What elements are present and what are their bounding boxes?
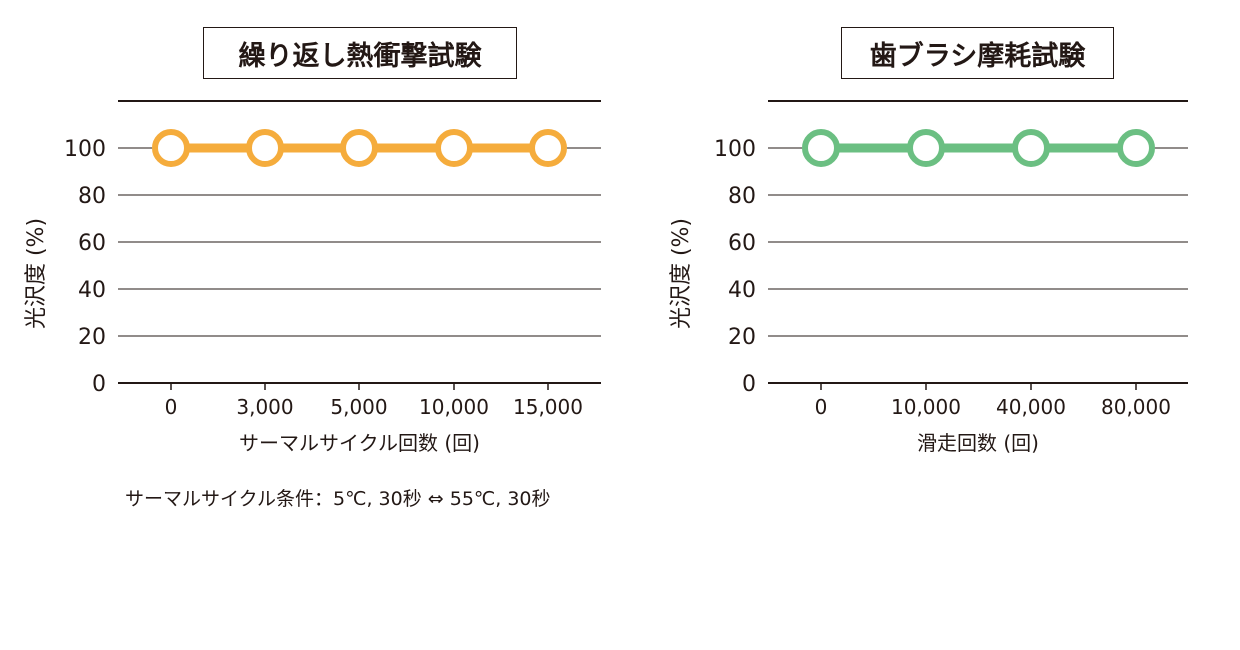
brush-y-tick-label: 40 <box>728 278 756 303</box>
thermal-data-point <box>246 129 284 167</box>
brush-data-point <box>802 129 840 167</box>
thermal-y-tick-label: 100 <box>64 137 106 162</box>
brush-data-point <box>907 129 945 167</box>
thermal-data-point <box>435 129 473 167</box>
brush-x-tick-label: 0 <box>815 395 828 419</box>
brush-x-tick-label: 10,000 <box>891 395 961 419</box>
thermal-x-axis-title: サーマルサイクル回数 (回) <box>239 431 480 455</box>
thermal-x-tick-label: 15,000 <box>513 395 583 419</box>
brush-x-axis-title: 滑走回数 (回) <box>917 431 1039 455</box>
thermal-cycle-condition-note: サーマルサイクル条件：5℃, 30秒 ⇔ 55℃, 30秒 <box>125 488 551 510</box>
thermal-y-tick-label: 60 <box>78 231 106 256</box>
thermal-y-tick-label: 40 <box>78 278 106 303</box>
brush-x-tick-label: 80,000 <box>1101 395 1171 419</box>
thermal-y-tick-label: 80 <box>78 184 106 209</box>
chart-title-toothbrush-abrasion: 歯ブラシ摩耗試験 <box>841 27 1114 79</box>
thermal-data-point <box>529 129 567 167</box>
thermal-data-point <box>340 129 378 167</box>
brush-x-tick-label: 40,000 <box>996 395 1066 419</box>
thermal-x-tick-label: 0 <box>165 395 178 419</box>
thermal-data-point <box>152 129 190 167</box>
brush-data-point <box>1117 129 1155 167</box>
thermal-y-tick-label: 0 <box>92 372 106 397</box>
brush-y-tick-label: 0 <box>742 372 756 397</box>
thermal-x-tick-label: 3,000 <box>236 395 293 419</box>
thermal-x-tick-label: 10,000 <box>419 395 489 419</box>
brush-y-tick-label: 60 <box>728 231 756 256</box>
brush-y-tick-label: 80 <box>728 184 756 209</box>
brush-y-tick-label: 20 <box>728 325 756 350</box>
thermal-x-tick-label: 5,000 <box>330 395 387 419</box>
thermal-y-axis-title: 光沢度 (%) <box>24 218 49 329</box>
chart-title-thermal-shock: 繰り返し熱衝撃試験 <box>203 27 517 79</box>
brush-data-point <box>1012 129 1050 167</box>
thermal-y-tick-label: 20 <box>78 325 106 350</box>
brush-y-tick-label: 100 <box>714 137 756 162</box>
brush-y-axis-title: 光沢度 (%) <box>669 218 694 329</box>
